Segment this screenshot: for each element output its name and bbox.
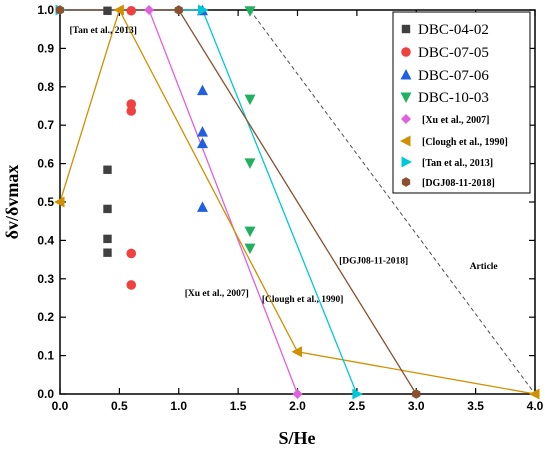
y-tick-label: 0.8	[37, 80, 54, 94]
data-point	[244, 94, 256, 106]
data-point	[412, 389, 421, 399]
x-tick-label: 3.5	[467, 399, 484, 413]
chart-annotation: [Clough et al., 1990]	[262, 295, 344, 305]
chart-annotation: [Tan et al., 2013]	[70, 26, 137, 36]
legend-marker	[400, 135, 411, 147]
legend-label: [Tan et al., 2013]	[422, 158, 493, 169]
legend-label: DBC-07-05	[418, 45, 489, 61]
data-point	[197, 126, 208, 137]
x-tick-label: 4.0	[527, 399, 544, 413]
data-point	[113, 4, 124, 16]
legend-marker	[401, 156, 412, 168]
data-point	[197, 137, 208, 149]
legend-marker	[400, 69, 412, 80]
data-point	[244, 158, 256, 169]
annotations: [Tan et al., 2013] [DGJ08-11-2018] Article…	[70, 26, 498, 305]
chart-annotation: Article	[470, 262, 498, 272]
y-tick-label: 0.3	[37, 272, 54, 286]
series-line	[249, 9, 536, 395]
legend-marker	[401, 177, 411, 187]
series-line	[60, 9, 358, 395]
data-point	[103, 234, 112, 244]
legend-label: DBC-10-03	[418, 90, 489, 106]
legend-box	[392, 11, 531, 194]
data-point	[54, 196, 65, 208]
data-point	[198, 4, 209, 16]
x-tick-label: 0.0	[52, 399, 69, 413]
data-point	[55, 5, 65, 15]
data-point	[126, 280, 137, 290]
data-point	[244, 6, 256, 17]
data-point	[126, 99, 137, 109]
x-tick-label: 2.0	[289, 399, 306, 413]
data-point	[103, 165, 112, 174]
data-point	[244, 243, 256, 255]
y-tick-label: 0.1	[37, 349, 54, 363]
y-tick-label: 0.9	[37, 41, 54, 55]
data-point	[174, 5, 183, 15]
y-tick-label: 0.0	[37, 387, 54, 401]
series-line	[60, 9, 299, 395]
data-point	[144, 5, 155, 15]
legend-marker	[401, 114, 411, 124]
data-points	[54, 4, 540, 400]
y-tick-label: 1.0	[37, 3, 54, 17]
data-point	[197, 84, 208, 96]
chart-annotation: [DGJ08-11-2018]	[339, 256, 408, 266]
data-point	[126, 248, 137, 259]
y-tick-label: 0.7	[37, 118, 54, 132]
data-point	[126, 106, 137, 116]
legend-label: [DGJ08-11-2018]	[422, 178, 495, 189]
legend-marker	[400, 92, 412, 103]
x-axis-label: S/He	[278, 428, 315, 448]
y-tick-label: 0.6	[37, 157, 54, 171]
legend-marker	[401, 47, 411, 57]
chart-annotation: [Xu et al., 2007]	[185, 289, 249, 299]
data-point	[291, 346, 302, 358]
data-point	[529, 388, 540, 400]
data-point	[103, 248, 112, 257]
x-tick-label: 2.5	[349, 399, 366, 413]
y-tick-label: 0.5	[37, 195, 54, 209]
series-line	[60, 9, 417, 395]
data-point	[352, 388, 363, 400]
data-point	[197, 201, 208, 212]
legend-label: DBC-04-02	[418, 22, 489, 38]
x-tick-label: 1.0	[170, 399, 187, 413]
series-line	[59, 8, 536, 395]
data-point	[126, 5, 137, 16]
x-tick-label: 3.0	[408, 399, 425, 413]
x-tick-label: 1.5	[230, 399, 247, 413]
y-tick-label: 0.2	[37, 310, 54, 324]
legend-label: DBC-07-06	[418, 68, 489, 84]
data-point	[292, 389, 303, 399]
legend-marker	[401, 24, 411, 34]
data-point	[103, 204, 112, 214]
y-axis-label: δv/δvmax	[2, 165, 22, 240]
axis-ticks: 0.0 0.5 1.0 1.5 2.0 2.5 3.0 3.5 4.0 0.0 0.1 0.2 0.3 0…	[37, 3, 543, 413]
x-tick-label: 0.5	[111, 399, 128, 413]
data-point	[244, 226, 256, 238]
data-point	[103, 6, 112, 15]
legend-label: [Xu et al., 2007]	[422, 115, 490, 126]
legend: DBC-04-02 DBC-07-05 DBC-07-06 DBC-10-03 [Xu …	[392, 11, 531, 194]
y-tick-label: 0.4	[37, 233, 54, 247]
legend-label: [Clough et al., 1990]	[422, 137, 508, 148]
